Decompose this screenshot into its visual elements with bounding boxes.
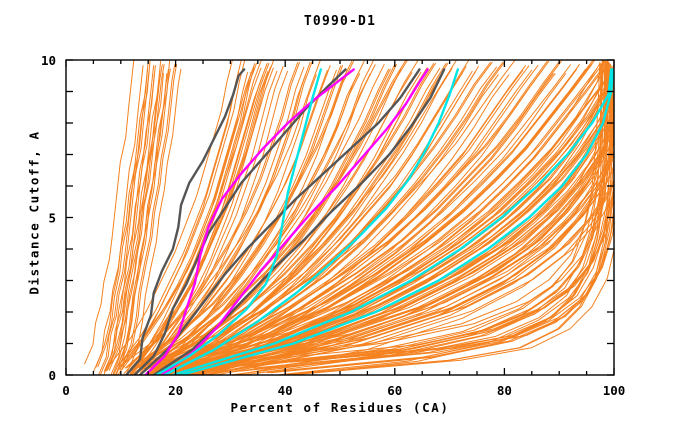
x-tick-label: 60	[387, 383, 402, 398]
curve-bulk-shallow-5	[169, 61, 609, 369]
y-tick-label: 0	[48, 368, 56, 383]
y-tick-label: 10	[41, 53, 56, 68]
curve-bulk-outlier-left-2	[97, 60, 151, 368]
curve-bulk-outlier-left-3	[125, 68, 182, 375]
x-tick-label: 80	[497, 383, 512, 398]
curve-bulk-mid-10	[164, 60, 560, 368]
chart-title: T0990-D1	[303, 14, 377, 29]
x-axis-label: Percent of Residues (CA)	[230, 400, 450, 415]
curve-bulk-outlier-left-3	[115, 68, 171, 375]
curve-bulk-mid-7	[153, 60, 470, 366]
curve-bulk-verylow-2	[226, 62, 601, 368]
curve-bulk-outlier-left-2	[103, 73, 155, 375]
curve-bulk-mid-10	[166, 60, 562, 368]
curve-bulk-outlier-left-2	[112, 73, 164, 375]
curve-bulk-outlier-left-2	[108, 60, 162, 368]
curve-bulk-mid-3	[153, 60, 374, 368]
curve-bulk-mid-5	[138, 60, 409, 367]
curve-bulk-outlier-left-1	[84, 60, 135, 365]
curve-bulk-mid-10	[152, 60, 548, 368]
curve-bulk-outlier-left-1	[97, 69, 148, 375]
curve-bulk-shallow-3	[155, 63, 601, 370]
curve-bulk-shallow-2	[158, 60, 596, 367]
curve-bulk-outlier-left-3	[121, 63, 178, 371]
curve-bulk-shallow-3	[164, 62, 610, 370]
curve-bulk-steep-2	[135, 67, 274, 375]
y-axis-label: Distance Cutoff, A	[26, 130, 42, 295]
curve-bulk-mid-7	[141, 60, 458, 366]
curve-bulk-shallow-4	[161, 60, 604, 366]
curve-bulk-steep-2	[118, 62, 257, 370]
curve-bulk-steep-3	[118, 60, 262, 366]
y-tick-label: 5	[48, 211, 56, 226]
curve-highlight-magenta-1	[144, 68, 355, 375]
curve-bulk-mid-8	[147, 62, 491, 369]
curve-bulk-steep-1	[117, 60, 242, 367]
curve-bulk-outlier-left-3	[113, 68, 170, 375]
curve-bulk-steep-1	[120, 60, 246, 367]
curve-bulk-mid-2	[132, 65, 331, 372]
curve-bulk-verylow-4	[295, 247, 614, 375]
curve-bulk-low-1	[206, 149, 614, 375]
curves-group	[84, 60, 614, 375]
curve-bulk-outlier-left-1	[99, 69, 150, 375]
x-tick-label: 20	[168, 383, 183, 398]
curve-highlight-cyan-3	[171, 68, 613, 375]
curve-bulk-mid-3	[143, 73, 359, 375]
curve-bulk-mid-9	[158, 65, 530, 372]
curve-highlight-cyan-4	[179, 68, 614, 375]
curve-bulk-shallow-1	[150, 64, 571, 371]
curve-bulk-steep-2	[123, 67, 262, 375]
curve-bulk-low-3	[196, 164, 614, 374]
curve-bulk-verylow-3	[253, 65, 606, 369]
curve-bulk-outlier-left-2	[95, 60, 149, 368]
curve-bulk-mid-3	[132, 60, 353, 368]
curve-bulk-shallow-2	[169, 60, 606, 367]
tick-labels: 0 20 40 60 80 100 0 5 10	[41, 53, 625, 398]
curve-bulk-verylow-4	[278, 60, 609, 363]
curve-bulk-steep-3	[135, 70, 278, 375]
curve-bulk-outlier-left-3	[108, 64, 165, 371]
curve-bulk-outlier-left-3	[119, 64, 176, 371]
curve-highlight-gray-2	[133, 68, 347, 375]
curve-bulk-mid-6	[144, 62, 436, 370]
curve-bulk-low-4	[210, 183, 614, 370]
curve-bulk-mid-10	[153, 60, 550, 368]
curve-highlight-gray-3	[138, 68, 421, 375]
curve-bulk-verylow-1	[208, 60, 605, 366]
curve-bulk-shallow-2	[156, 60, 594, 367]
x-tick-label: 100	[603, 383, 626, 398]
curve-bulk-low-2	[199, 168, 614, 375]
curve-bulk-mid-1	[124, 62, 299, 369]
curve-bulk-mid-6	[156, 62, 449, 370]
curve-bulk-verylow-1	[210, 66, 607, 373]
curve-bulk-mid-8	[149, 61, 493, 369]
curve-bulk-shallow-1	[159, 64, 580, 371]
curve-bulk-outlier-left-3	[107, 64, 163, 371]
curve-bulk-outlier-left-1	[105, 65, 156, 372]
curve-bulk-mid-1	[130, 66, 305, 374]
curve-highlight-magenta-2	[160, 68, 429, 375]
x-tick-label: 40	[278, 383, 293, 398]
curve-bulk-shallow-3	[176, 73, 614, 370]
curve-highlight-cyan-1	[155, 68, 323, 375]
curve-bulk-mid-5	[136, 60, 407, 367]
curve-highlight-gray-1	[125, 68, 246, 375]
curve-bulk-shallow-3	[175, 71, 614, 370]
curve-bulk-steep-1	[108, 60, 233, 367]
curve-bulk-verylow-4	[291, 200, 614, 363]
curve-bulk-shallow-1	[176, 68, 597, 375]
curve-bulk-verylow-2	[240, 66, 614, 372]
curve-bulk-mid-9	[146, 60, 516, 365]
x-tick-label: 0	[62, 383, 70, 398]
axis-ticks	[65, 59, 615, 376]
curve-bulk-verylow-2	[248, 173, 614, 367]
curve-bulk-outlier-left-1	[93, 65, 144, 372]
curve-bulk-steep-3	[131, 60, 275, 366]
curve-bulk-mid-4	[130, 64, 376, 371]
curve-highlight-cyan-2	[163, 68, 460, 375]
